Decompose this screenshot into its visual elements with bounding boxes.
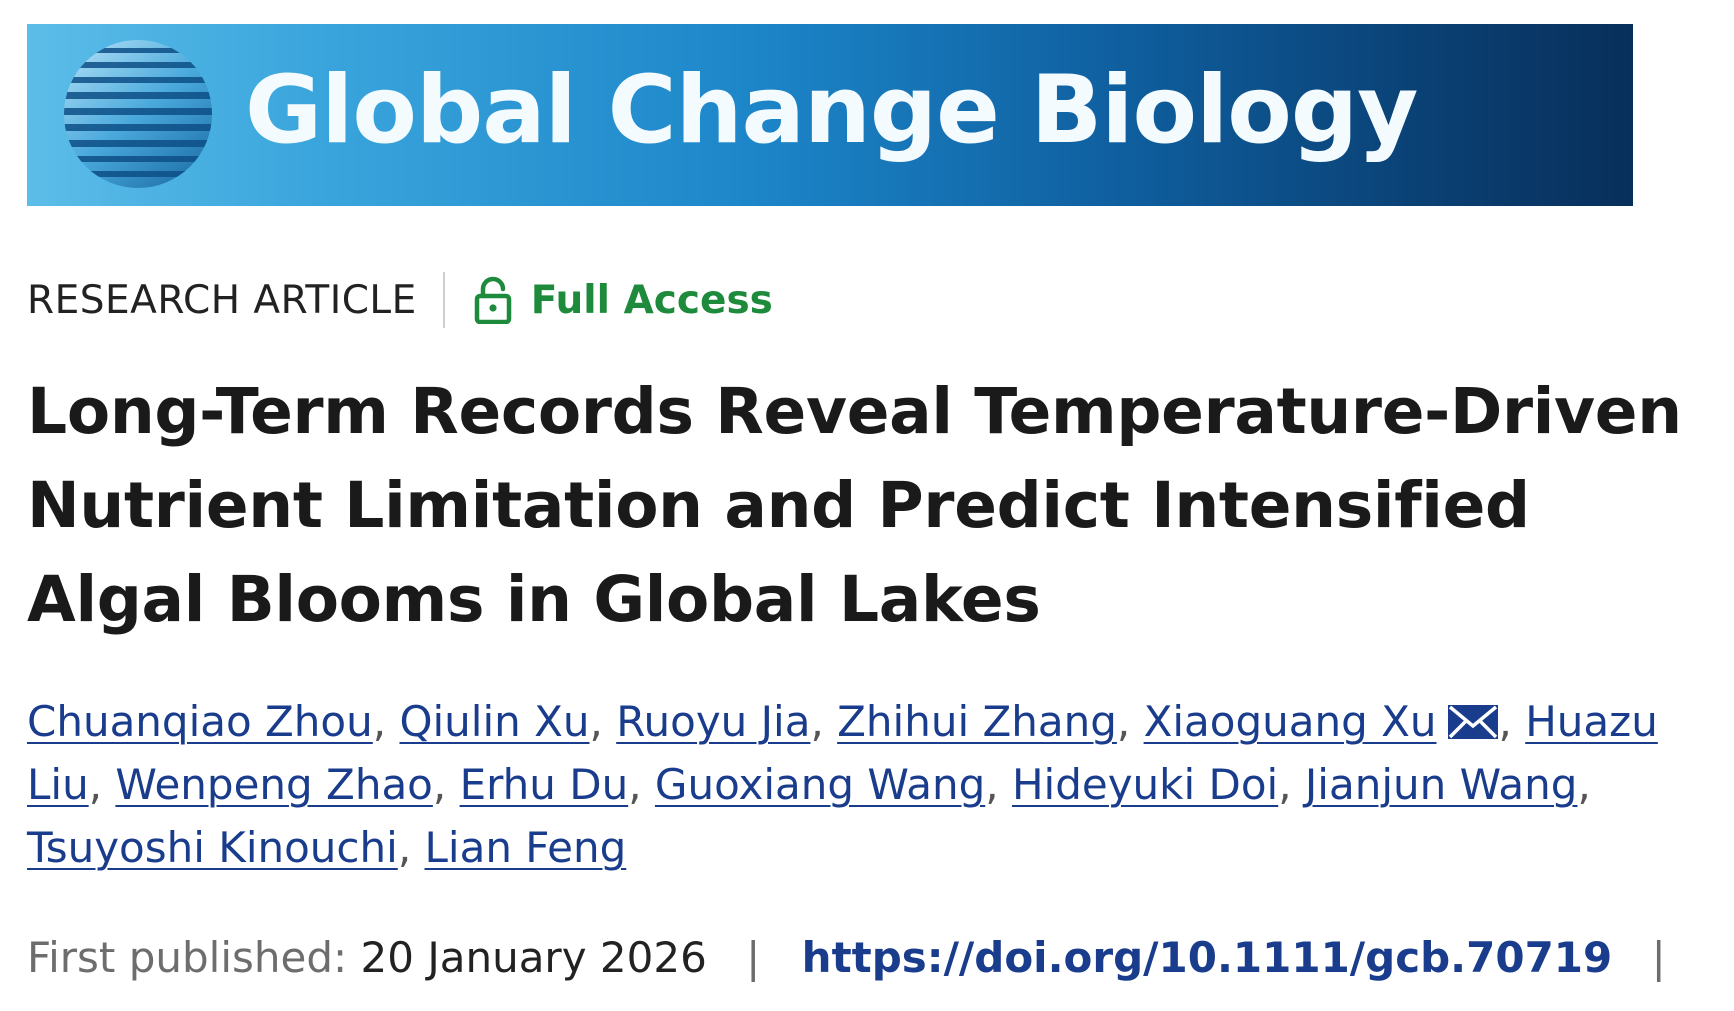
doi-link[interactable]: https://doi.org/10.1111/gcb.70719 — [801, 933, 1613, 982]
article-type-label: RESEARCH ARTICLE — [27, 277, 417, 323]
author-separator: , — [397, 823, 425, 872]
article-title: Long-Term Records Reveal Temperature-Dri… — [27, 375, 1682, 636]
author-separator: , — [1116, 697, 1144, 746]
journal-banner[interactable]: Global Change Biology — [27, 24, 1633, 206]
author-link[interactable]: Qiulin Xu — [399, 697, 590, 746]
author-separator: , — [985, 760, 1012, 809]
author-link[interactable]: Ruoyu Jia — [616, 697, 811, 746]
separator: | — [1651, 933, 1666, 982]
author-link[interactable]: Xiaoguang Xu — [1143, 697, 1437, 746]
publication-info: First published: 20 January 2026 | https… — [27, 930, 1666, 986]
author-link[interactable]: Zhihui Zhang — [837, 697, 1117, 746]
author-separator: , — [432, 760, 460, 809]
journal-title: Global Change Biology — [245, 56, 1418, 165]
author-link[interactable]: Jianjun Wang — [1304, 760, 1578, 809]
author-separator: , — [810, 697, 838, 746]
envelope-icon[interactable] — [1447, 704, 1499, 740]
author-separator: , — [372, 697, 400, 746]
first-published-label: First published: — [27, 933, 348, 982]
separator: | — [746, 933, 761, 982]
author-separator: , — [1498, 697, 1526, 746]
author-link[interactable]: Chuanqiao Zhou — [27, 697, 373, 746]
author-separator: , — [1278, 760, 1305, 809]
author-link[interactable]: Wenpeng Zhao — [115, 760, 433, 809]
article-meta: RESEARCH ARTICLE Full Access — [27, 270, 773, 330]
author-separator: , — [88, 760, 116, 809]
author-link[interactable]: Erhu Du — [459, 760, 629, 809]
author-separator: , — [628, 760, 655, 809]
author-link[interactable]: Tsuyoshi Kinouchi — [27, 823, 398, 872]
striped-globe-icon — [64, 40, 212, 188]
author-separator: , — [589, 697, 617, 746]
author-separator: , — [1577, 760, 1591, 809]
divider — [442, 272, 445, 328]
author-link[interactable]: Guoxiang Wang — [654, 760, 986, 809]
author-link[interactable]: Lian Feng — [424, 823, 627, 872]
publication-date: 20 January 2026 — [360, 933, 707, 982]
author-link[interactable]: Huazu Liu — [27, 697, 1658, 809]
author-list: Chuanqiao Zhou, Qiulin Xu, Ruoyu Jia, Zh… — [27, 690, 1717, 879]
open-lock-icon — [474, 276, 512, 324]
author-link[interactable]: Hideyuki Doi — [1011, 760, 1279, 809]
access-label: Full Access — [530, 277, 773, 323]
